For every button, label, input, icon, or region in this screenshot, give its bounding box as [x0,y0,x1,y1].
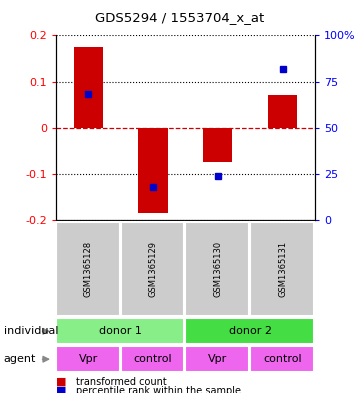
Text: percentile rank within the sample: percentile rank within the sample [76,386,240,393]
Text: control: control [263,354,302,364]
Text: Vpr: Vpr [78,354,98,364]
Text: ■: ■ [56,386,66,393]
Text: GSM1365131: GSM1365131 [278,241,287,297]
Text: individual: individual [4,326,58,336]
Text: GSM1365129: GSM1365129 [148,241,157,297]
Text: control: control [134,354,172,364]
Text: GSM1365128: GSM1365128 [84,241,93,297]
Bar [73,47,103,128]
Text: Vpr: Vpr [208,354,228,364]
Text: transformed count: transformed count [76,377,166,387]
Bar [138,128,167,213]
Text: GDS5294 / 1553704_x_at: GDS5294 / 1553704_x_at [95,11,265,24]
Text: donor 2: donor 2 [229,326,272,336]
Bar [268,95,297,128]
Text: GSM1365130: GSM1365130 [213,241,222,297]
Text: agent: agent [4,354,36,364]
Text: donor 1: donor 1 [99,326,142,336]
Text: ■: ■ [56,377,66,387]
Bar [203,128,233,162]
